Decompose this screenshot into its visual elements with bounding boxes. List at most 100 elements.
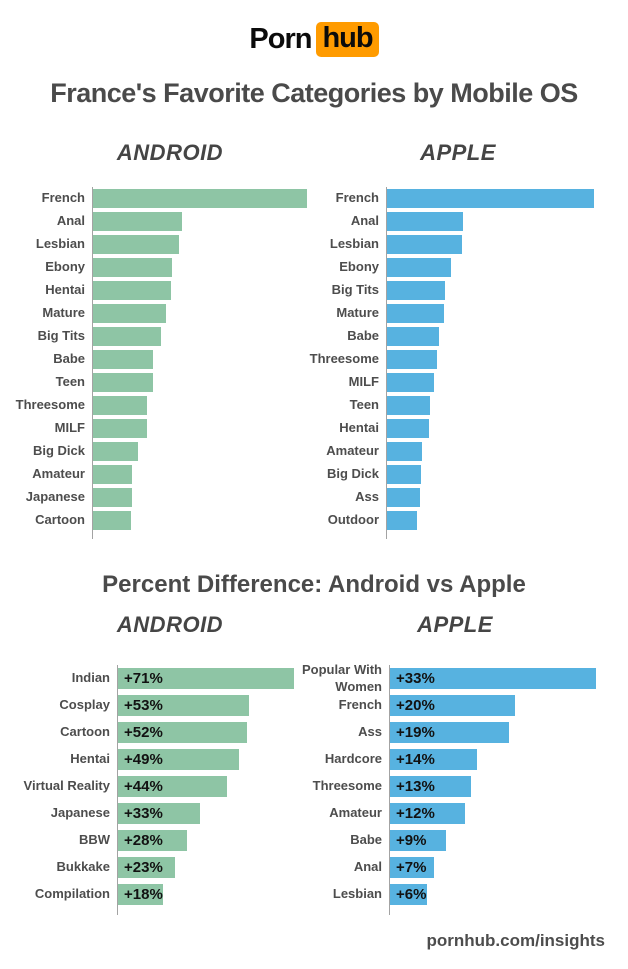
category-label: Big Tits <box>331 282 379 298</box>
bar-area: +33% <box>117 800 314 827</box>
category-label: Threesome <box>309 351 379 367</box>
bar: +14% <box>390 749 477 770</box>
chart-row: Big Tits <box>294 279 628 302</box>
bar <box>93 373 153 392</box>
category-label: Hentai <box>70 751 110 767</box>
category-label: Hardcore <box>324 751 382 767</box>
category-label: Threesome <box>15 397 85 413</box>
logo-text-hub: hub <box>316 22 379 57</box>
bar-area <box>92 210 314 233</box>
bar-area: +52% <box>117 719 314 746</box>
bar-area <box>92 394 314 417</box>
bar-value-label: +18% <box>124 886 163 903</box>
bar-area <box>92 348 314 371</box>
bar <box>387 465 421 484</box>
category-label: Teen <box>349 397 379 413</box>
bar-area: +28% <box>117 827 314 854</box>
chart-row: Hentai <box>294 417 628 440</box>
bar <box>387 212 463 231</box>
bar <box>387 373 434 392</box>
bar-area <box>386 302 628 325</box>
bar-value-label: +13% <box>396 778 435 795</box>
bar-value-label: +33% <box>396 670 435 687</box>
bar-area <box>386 256 628 279</box>
chart-row: Anal <box>0 210 314 233</box>
bar-value-label: +14% <box>396 751 435 768</box>
bar <box>387 419 429 438</box>
category-label: Cartoon <box>35 512 85 528</box>
bar-value-label: +52% <box>124 724 163 741</box>
category-label: Big Tits <box>37 328 85 344</box>
chart-row: Cosplay +53% <box>0 692 314 719</box>
bar-area <box>92 417 314 440</box>
chart-row: Amateur <box>294 440 628 463</box>
chart-row: Babe <box>294 325 628 348</box>
apple-header-bottom: APPLE <box>417 612 493 637</box>
bar-area: +33% <box>389 665 628 692</box>
bar-value-label: +23% <box>124 859 163 876</box>
android-percent-diff-chart: Indian +71% Cosplay +53% Cartoon +52% Hentai +4… <box>0 665 314 915</box>
android-top-chart: French Anal Lesbian Ebony Hentai Mature Big Ti… <box>0 187 314 539</box>
chart-row: Outdoor <box>294 509 628 532</box>
bar-area <box>386 348 628 371</box>
chart-row: French +20% <box>294 692 628 719</box>
category-label: Lesbian <box>332 886 382 902</box>
chart-row: Lesbian <box>0 233 314 256</box>
android-header-bottom: ANDROID <box>116 612 224 637</box>
chart-row: Mature <box>294 302 628 325</box>
bar <box>93 465 132 484</box>
bar-area <box>92 187 314 210</box>
bar-area <box>386 394 628 417</box>
bar <box>93 488 132 507</box>
bar: +33% <box>390 668 596 689</box>
category-label: Virtual Reality <box>23 778 110 794</box>
category-label: Japanese <box>50 805 110 821</box>
chart-row: Big Tits <box>0 325 314 348</box>
category-label: Ass <box>355 489 379 505</box>
category-label: Ass <box>358 724 382 740</box>
category-label: Amateur <box>326 443 379 459</box>
chart-row: Japanese +33% <box>0 800 314 827</box>
bar-area <box>92 371 314 394</box>
apple-top-chart: French Anal Lesbian Ebony Big Tits Mature Babe… <box>294 187 628 539</box>
bar <box>387 258 451 277</box>
chart-row: BBW +28% <box>0 827 314 854</box>
bar-area: +7% <box>389 854 628 881</box>
category-label: MILF <box>348 374 379 390</box>
bar-area <box>92 279 314 302</box>
category-label: Anal <box>353 859 382 875</box>
bar <box>93 212 182 231</box>
category-label: Hentai <box>45 282 85 298</box>
percent-difference-title: Percent Difference: Android vs Apple <box>102 571 526 598</box>
bar-area <box>386 279 628 302</box>
chart-row: Anal <box>294 210 628 233</box>
chart-row: Amateur +12% <box>294 800 628 827</box>
bar-area <box>92 486 314 509</box>
bar-value-label: +6% <box>396 886 427 903</box>
chart-row: Threesome <box>0 394 314 417</box>
footer-url: pornhub.com/insights <box>426 931 606 950</box>
bar <box>387 511 417 530</box>
chart-row: Babe <box>0 348 314 371</box>
bar <box>387 327 439 346</box>
chart-row: Hentai <box>0 279 314 302</box>
main-title: France's Favorite Categories by Mobile O… <box>50 78 578 108</box>
chart-row: Bukkake +23% <box>0 854 314 881</box>
bar-area <box>386 486 628 509</box>
chart-row: Teen <box>0 371 314 394</box>
category-label: Babe <box>347 328 379 344</box>
chart-row: Threesome +13% <box>294 773 628 800</box>
category-label: Amateur <box>329 805 382 821</box>
category-label: Ebony <box>339 259 379 275</box>
category-label: Cartoon <box>60 724 110 740</box>
bar-area: +71% <box>117 665 314 692</box>
bar: +71% <box>118 668 294 689</box>
bar <box>93 189 307 208</box>
bar-area: +6% <box>389 881 628 908</box>
bar-value-label: +53% <box>124 697 163 714</box>
bar-value-label: +20% <box>396 697 435 714</box>
chart-row: Japanese <box>0 486 314 509</box>
bar: +12% <box>390 803 465 824</box>
bar-area <box>386 463 628 486</box>
